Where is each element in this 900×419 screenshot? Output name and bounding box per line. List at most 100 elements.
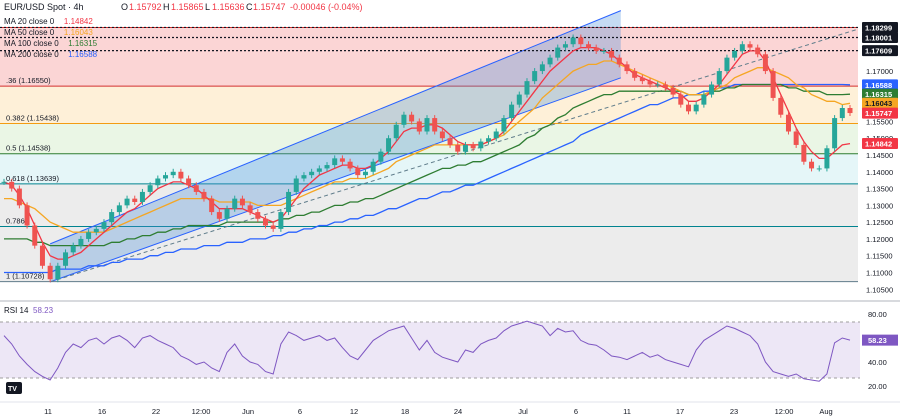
time-tick-1: 16 <box>98 407 106 416</box>
candle-body-13 <box>101 222 107 229</box>
candle-body-70 <box>539 64 545 72</box>
time-tick-3: 12:00 <box>192 407 211 416</box>
candle-body-105 <box>809 161 815 169</box>
candle-body-42 <box>324 165 330 169</box>
price-tag-bg-0 <box>862 21 898 33</box>
symbol-title[interactable]: EUR/USD Spot · 4h <box>4 2 84 12</box>
price-tag-bg-1 <box>862 31 898 43</box>
time-axis[interactable]: 11 16 22 12:00 Jun 6 12 18 24 Jul 6 11 17 23 12:00 Aug <box>44 407 833 416</box>
fib-label-3: 0.618 (1.13639) <box>6 174 59 183</box>
fibonacci-bands <box>0 26 858 283</box>
rsi-axis: 80.00 40.00 20.00 58.23 <box>862 310 898 391</box>
candle-body-69 <box>532 71 538 82</box>
candle-body-32 <box>247 205 253 213</box>
channel-fill <box>50 10 621 282</box>
price-tag-1: 1.18001 <box>865 33 892 42</box>
candle-body-36 <box>278 212 284 229</box>
rsi-value: 58.23 <box>33 306 54 315</box>
candle-body-99 <box>762 54 768 72</box>
dashed-trendline <box>49 28 859 283</box>
price-tick-3: 1.17000 <box>866 67 893 76</box>
ohlc-low: 1.15636 <box>212 2 245 12</box>
candle-body-15 <box>116 205 122 213</box>
ma-legend-label-0: MA 20 close 0 <box>4 17 55 26</box>
candle-body-20 <box>155 178 161 186</box>
candle-body-102 <box>785 114 791 132</box>
fib-label-4: 0.786 <box>6 217 25 226</box>
candle-body-56 <box>432 118 438 132</box>
tradingview-logo-icon[interactable]: TV <box>6 382 22 394</box>
candle-body-9 <box>70 245 76 253</box>
price-tag-bg-2 <box>862 45 898 57</box>
rsi-band <box>0 322 860 378</box>
ohlc-low-label: L <box>205 2 210 12</box>
candle-body-81 <box>624 64 630 72</box>
candle-body-66 <box>509 104 515 119</box>
price-tag-0: 1.18299 <box>865 23 892 32</box>
candle-body-41 <box>316 168 322 172</box>
price-tick-16: 1.12000 <box>866 235 893 244</box>
time-tick-12: 17 <box>676 407 684 416</box>
price-series <box>1 34 853 283</box>
time-tick-11: 11 <box>623 407 631 416</box>
candle-body-23 <box>178 171 184 179</box>
price-tag-3: 1.16588 <box>865 81 892 90</box>
time-tick-13: 23 <box>730 407 738 416</box>
candle-body-78 <box>601 50 607 52</box>
candle-body-7 <box>55 265 61 280</box>
candle-body-86 <box>662 84 668 88</box>
time-tick-5: 6 <box>298 407 302 416</box>
time-tick-2: 22 <box>152 407 160 416</box>
ohlc-close: 1.15747 <box>253 2 286 12</box>
candle-body-77 <box>593 47 599 51</box>
candle-body-31 <box>239 198 245 206</box>
candle-body-91 <box>701 94 707 105</box>
ohlc-open-label: O <box>121 2 128 12</box>
fib-label-2: 0.5 (1.14538) <box>6 144 51 153</box>
candle-body-53 <box>409 114 415 122</box>
candle-body-95 <box>732 50 738 58</box>
candle-body-101 <box>778 97 784 115</box>
time-tick-14: 12:00 <box>775 407 794 416</box>
price-tag-4: 1.16315 <box>865 90 892 99</box>
price-tag-6: 1.15747 <box>865 109 892 118</box>
candle-body-80 <box>616 57 622 65</box>
rsi-tick-1: 40.00 <box>868 358 887 367</box>
candle-body-107 <box>824 148 830 169</box>
candle-body-5 <box>39 245 45 266</box>
candle-body-37 <box>286 191 292 213</box>
rsi-label[interactable]: RSI 14 <box>4 306 29 315</box>
fib-band-3 <box>0 153 858 184</box>
candle-body-14 <box>109 212 115 223</box>
candle-body-109 <box>839 108 845 119</box>
rsi-tag-bg <box>862 334 898 346</box>
candle-body-71 <box>547 57 553 65</box>
candle-body-12 <box>93 228 99 233</box>
channel-lower <box>49 77 621 283</box>
ma-legend-value-0: 1.14842 <box>64 17 93 26</box>
price-tick-14: 1.13000 <box>866 201 893 210</box>
candle-body-54 <box>416 121 422 132</box>
candle-body-27 <box>209 198 215 213</box>
ma200-line <box>4 83 851 274</box>
fib-label-1: 0.382 (1.15438) <box>6 114 59 123</box>
ma-legend-value-2: 1.16315 <box>68 39 97 48</box>
fibonacci-labels: .36 (1.16550) 0.382 (1.15438) 0.5 (1.14538… <box>6 76 59 280</box>
trend-channel <box>49 10 859 283</box>
ma-legend-label-3: MA 200 close 0 <box>4 50 59 59</box>
ma50-line <box>4 60 851 233</box>
candle-body-79 <box>609 50 615 58</box>
candle-body-103 <box>793 131 799 145</box>
price-tick-17: 1.11500 <box>866 252 893 261</box>
ma-legend: MA 20 close 0 1.14842 MA 50 close 0 1.16043… <box>4 17 98 59</box>
ohlc-close-label: C <box>246 2 253 12</box>
candle-body-45 <box>347 161 353 169</box>
time-tick-0: 11 <box>44 407 52 416</box>
candle-body-93 <box>716 71 722 85</box>
chart-header: EUR/USD Spot · 4h O 1.15792 H 1.15865 L … <box>4 2 363 12</box>
candle-body-24 <box>186 178 192 186</box>
candle-body-4 <box>32 225 38 246</box>
candle-body-100 <box>770 71 776 98</box>
